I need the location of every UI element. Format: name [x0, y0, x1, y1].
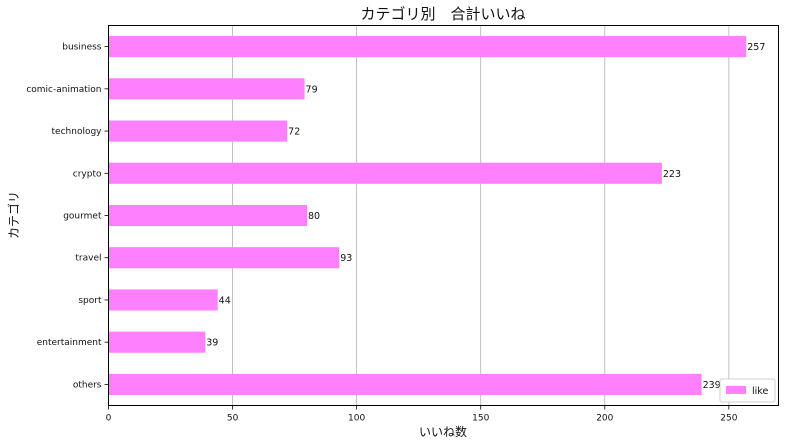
y-tick-label: gourmet: [63, 212, 102, 222]
bar: [108, 162, 662, 184]
bar: [108, 120, 288, 142]
legend-label: like: [752, 386, 768, 397]
grid-lines: [232, 25, 730, 406]
x-tick-label: 0: [106, 414, 112, 424]
legend: like: [719, 378, 776, 403]
x-tick-label: 150: [472, 414, 489, 424]
x-tick-label: 250: [720, 414, 737, 424]
data-label: 223: [663, 169, 681, 180]
bar: [108, 247, 340, 269]
y-tick-label: sport: [78, 296, 102, 306]
bar: [108, 331, 206, 353]
y-axis-label: カテゴリ: [6, 191, 21, 239]
y-axis-ticks: business comic-animation technology crypto g…: [26, 43, 109, 390]
data-label: 39: [206, 338, 218, 349]
data-label: 72: [288, 127, 300, 138]
y-tick-label: technology: [52, 127, 103, 137]
y-tick-label: business: [62, 43, 102, 53]
y-tick-label: others: [73, 380, 102, 390]
chart-title: カテゴリ別 合計いいね: [360, 5, 525, 23]
x-axis-label: いいね数: [419, 424, 467, 439]
y-tick-label: crypto: [73, 169, 102, 179]
data-label: 257: [747, 42, 765, 53]
data-labels: 257 79 72 223 80 93 44 39 239: [206, 42, 765, 391]
data-label: 80: [308, 211, 320, 222]
legend-swatch: [726, 386, 746, 394]
data-label: 44: [219, 295, 231, 306]
legend-box: [719, 378, 776, 403]
y-tick-label: entertainment: [37, 338, 102, 348]
x-tick-label: 200: [596, 414, 613, 424]
x-tick-label: 50: [227, 414, 239, 424]
bar: [108, 204, 308, 227]
bars: [108, 36, 747, 395]
data-label: 79: [306, 84, 318, 95]
y-tick-label: comic-animation: [26, 85, 101, 95]
bar: [108, 78, 305, 100]
data-label: 93: [340, 253, 352, 264]
bar: [108, 289, 218, 311]
data-label: 239: [703, 380, 721, 391]
bar: [108, 373, 702, 395]
y-tick-label: travel: [75, 254, 101, 264]
x-axis-ticks: 0 50 100 150 200 250: [106, 405, 738, 424]
x-tick-label: 100: [348, 414, 365, 424]
bar: [108, 36, 747, 58]
